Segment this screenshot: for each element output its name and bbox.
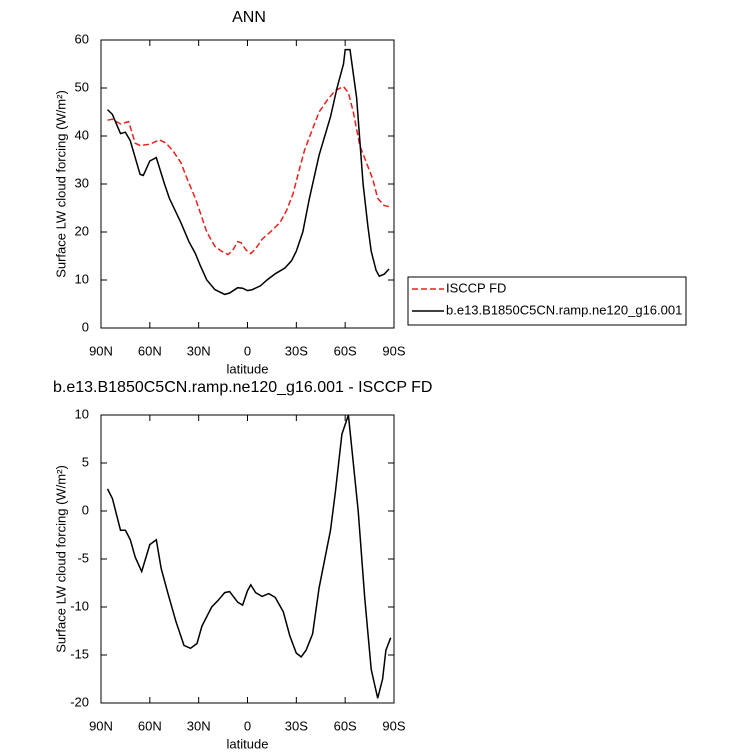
chart-title: b.e13.B1850C5CN.ramp.ne120_g16.001 - ISC… xyxy=(53,379,432,396)
x-tick-label: 90S xyxy=(382,343,405,358)
y-tick-label: 60 xyxy=(75,31,89,46)
y-tick-label: 20 xyxy=(75,223,89,238)
y-tick-label: -5 xyxy=(77,550,89,565)
x-tick-label: 90N xyxy=(89,343,113,358)
y-tick-label: -10 xyxy=(70,598,89,613)
y-tick-label: -20 xyxy=(70,694,89,709)
x-tick-label: 0 xyxy=(244,718,251,733)
x-axis-label: latitude xyxy=(227,361,269,376)
x-tick-label: 60N xyxy=(138,718,162,733)
y-tick-label: 0 xyxy=(82,502,89,517)
plot-frame xyxy=(100,39,395,329)
x-tick-label: 30S xyxy=(285,718,308,733)
x-tick-label: 30S xyxy=(285,343,308,358)
y-tick-label: 5 xyxy=(82,454,89,469)
x-axis-label: latitude xyxy=(227,736,269,751)
y-tick-label: 40 xyxy=(75,127,89,142)
x-tick-label: 0 xyxy=(244,343,251,358)
x-tick-label: 60N xyxy=(138,343,162,358)
x-tick-label: 60S xyxy=(334,718,357,733)
legend-label: b.e13.B1850C5CN.ramp.ne120_g16.001 xyxy=(446,302,682,317)
legend-box xyxy=(407,276,687,326)
plot-frame xyxy=(100,414,395,704)
x-tick-label: 60S xyxy=(334,343,357,358)
x-tick-label: 90N xyxy=(89,718,113,733)
legend-label: ISCCP FD xyxy=(446,280,506,295)
y-tick-label: 10 xyxy=(75,406,89,421)
series-line xyxy=(106,414,392,699)
y-tick-label: 0 xyxy=(82,319,89,334)
y-tick-label: -15 xyxy=(70,646,89,661)
x-tick-label: 30N xyxy=(187,343,211,358)
chart-title: ANN xyxy=(232,9,266,26)
y-tick-label: 10 xyxy=(75,271,89,286)
y-axis-label: Surface LW cloud forcing (W/m²) xyxy=(53,465,68,653)
x-tick-label: 30N xyxy=(187,718,211,733)
y-axis-label: Surface LW cloud forcing (W/m²) xyxy=(53,90,68,278)
series-line xyxy=(107,85,390,256)
y-tick-label: 30 xyxy=(75,175,89,190)
y-tick-label: 50 xyxy=(75,79,89,94)
x-tick-label: 90S xyxy=(382,718,405,733)
series-line xyxy=(106,48,390,296)
